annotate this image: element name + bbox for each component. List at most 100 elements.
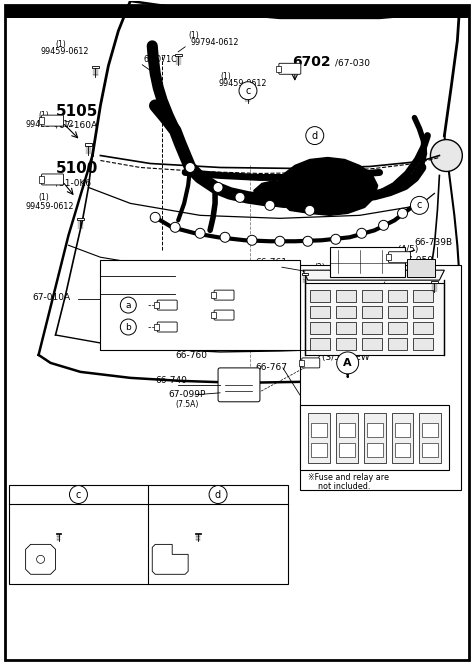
- Text: d: d: [312, 130, 318, 140]
- Bar: [413, 290, 433, 302]
- Text: (1): (1): [55, 40, 66, 49]
- Text: 99459-0612: 99459-0612: [315, 272, 363, 281]
- Bar: [366, 443, 383, 457]
- Bar: [100, 260, 300, 350]
- Text: (4/5): (4/5): [180, 317, 201, 326]
- Bar: [388, 338, 408, 350]
- Text: /67-050: /67-050: [398, 255, 433, 264]
- Bar: [92, 66, 99, 68]
- Circle shape: [430, 140, 462, 172]
- Circle shape: [306, 126, 324, 144]
- Text: (1): (1): [188, 31, 199, 40]
- Text: /51-0K6: /51-0K6: [55, 178, 91, 188]
- Bar: [388, 306, 408, 318]
- Bar: [385, 254, 391, 261]
- Text: 67-099P: 67-099P: [168, 390, 206, 399]
- FancyBboxPatch shape: [157, 322, 177, 332]
- Bar: [310, 306, 330, 318]
- Text: 66-760: 66-760: [175, 351, 207, 360]
- Text: (1): (1): [38, 110, 49, 120]
- Text: 66-767: 66-767: [255, 363, 287, 372]
- Circle shape: [36, 555, 45, 563]
- Bar: [422, 423, 438, 437]
- Polygon shape: [26, 545, 55, 575]
- Bar: [362, 338, 382, 350]
- Circle shape: [398, 208, 408, 218]
- Bar: [310, 290, 330, 302]
- Text: 99459-0612: 99459-0612: [218, 78, 266, 88]
- Bar: [366, 423, 383, 437]
- Bar: [362, 306, 382, 318]
- Bar: [300, 265, 461, 489]
- Bar: [38, 176, 44, 183]
- Bar: [195, 533, 201, 535]
- Circle shape: [305, 205, 315, 215]
- FancyBboxPatch shape: [302, 358, 320, 368]
- Text: b: b: [126, 323, 131, 332]
- Bar: [300, 405, 449, 469]
- Circle shape: [303, 236, 313, 246]
- Bar: [339, 443, 355, 457]
- Text: 66-761: 66-761: [255, 258, 287, 267]
- Text: /67-030: /67-030: [335, 59, 370, 68]
- Text: 99459-0612: 99459-0612: [26, 120, 74, 128]
- Bar: [311, 423, 327, 437]
- Circle shape: [209, 485, 227, 503]
- Text: 66-739B: 66-739B: [414, 238, 453, 247]
- Circle shape: [220, 232, 230, 242]
- Circle shape: [331, 234, 341, 244]
- Bar: [310, 338, 330, 350]
- Bar: [413, 306, 433, 318]
- Circle shape: [70, 485, 87, 503]
- Text: ((2000)>(6-SPEED)): ((2000)>(6-SPEED)): [103, 262, 173, 269]
- FancyBboxPatch shape: [42, 174, 64, 185]
- Bar: [154, 303, 159, 308]
- Bar: [336, 290, 356, 302]
- Bar: [301, 273, 308, 275]
- Circle shape: [356, 228, 366, 238]
- FancyBboxPatch shape: [389, 252, 410, 263]
- Circle shape: [247, 235, 257, 245]
- Bar: [9, 485, 288, 585]
- Text: 5100: 5100: [55, 162, 98, 176]
- Text: (4/5): (4/5): [398, 245, 419, 254]
- Bar: [85, 143, 92, 146]
- Circle shape: [185, 162, 195, 172]
- FancyBboxPatch shape: [218, 368, 260, 402]
- Bar: [413, 338, 433, 350]
- Bar: [330, 247, 404, 277]
- Bar: [362, 290, 382, 302]
- Text: 67-B21: 67-B21: [202, 571, 234, 579]
- Bar: [392, 413, 413, 463]
- Bar: [413, 322, 433, 334]
- Text: 99459-0612: 99459-0612: [41, 47, 89, 56]
- Bar: [336, 338, 356, 350]
- Text: ※Fuse and relay are: ※Fuse and relay are: [308, 473, 389, 481]
- Text: (3/5) VIEW: (3/5) VIEW: [322, 353, 369, 362]
- Bar: [364, 413, 385, 463]
- Text: (3/5): (3/5): [180, 295, 201, 304]
- Circle shape: [337, 352, 359, 374]
- Text: (1): (1): [190, 503, 201, 513]
- Bar: [154, 325, 159, 330]
- Bar: [5, 5, 469, 18]
- Text: not included.: not included.: [318, 481, 370, 491]
- Circle shape: [275, 236, 285, 246]
- Circle shape: [120, 319, 137, 335]
- Circle shape: [195, 228, 205, 238]
- Bar: [422, 443, 438, 457]
- Bar: [388, 322, 408, 334]
- Circle shape: [120, 297, 137, 313]
- Text: 66-740: 66-740: [155, 376, 187, 385]
- Bar: [276, 66, 281, 72]
- Bar: [336, 322, 356, 334]
- Bar: [408, 259, 436, 277]
- Bar: [336, 413, 358, 463]
- Text: (1): (1): [400, 260, 410, 269]
- Polygon shape: [152, 545, 188, 575]
- FancyBboxPatch shape: [214, 310, 234, 320]
- Text: 67-013D: 67-013D: [103, 286, 142, 295]
- Text: ((2000)>(6-SPEED)): ((2000)>(6-SPEED)): [103, 280, 173, 287]
- Text: 99459-0612: 99459-0612: [26, 202, 74, 211]
- Text: 6702: 6702: [292, 55, 330, 68]
